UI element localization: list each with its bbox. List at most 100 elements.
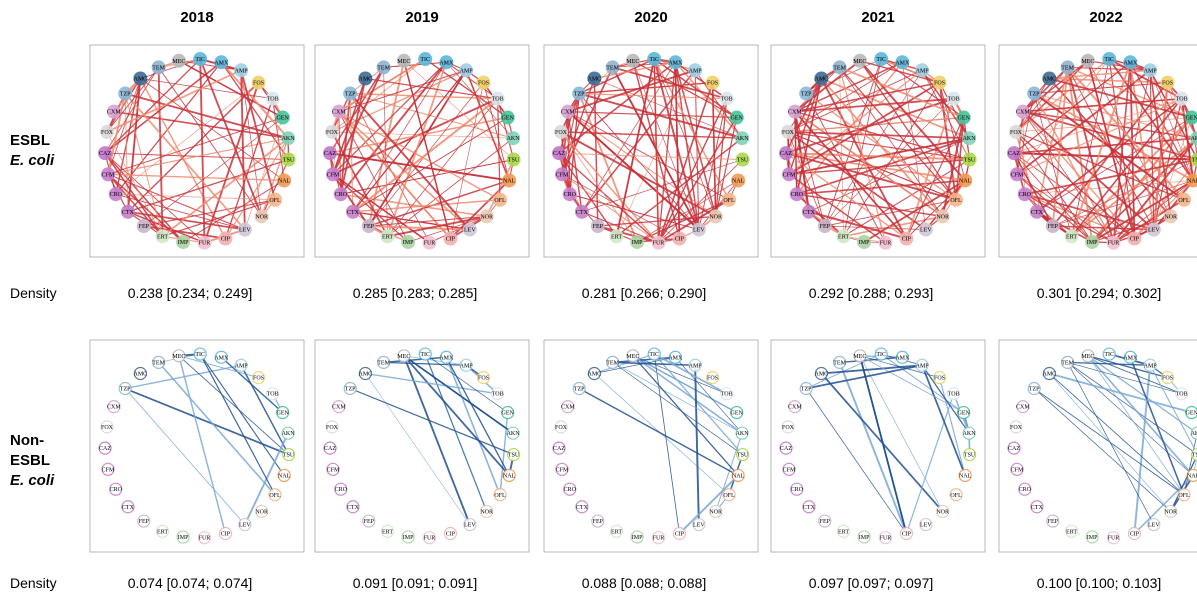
year-label: 2021 xyxy=(861,9,894,26)
node: FUR xyxy=(878,235,893,250)
node: AKN xyxy=(1190,131,1197,146)
node-label: NAL xyxy=(278,473,291,479)
node-circle xyxy=(572,381,586,396)
edge xyxy=(1013,61,1131,154)
panel-frame xyxy=(998,44,1197,258)
node: OFL xyxy=(268,192,283,207)
node-label: TOB xyxy=(721,97,733,103)
node: CXM xyxy=(332,400,346,414)
row-label: E. coli xyxy=(10,152,55,169)
node: CRO xyxy=(563,482,577,496)
edge xyxy=(561,67,614,175)
node: TOB xyxy=(947,387,961,401)
node-circle xyxy=(325,124,340,139)
node-label: FUR xyxy=(1108,536,1120,542)
node: LEV xyxy=(462,222,477,237)
edge xyxy=(158,361,276,496)
node-circle xyxy=(439,55,454,70)
edge xyxy=(332,173,409,243)
edge xyxy=(787,78,822,133)
node-label: TEM xyxy=(833,65,846,71)
node-label: TSU xyxy=(964,158,976,164)
node-circle xyxy=(155,524,170,538)
node-circle xyxy=(120,204,135,219)
node-circle xyxy=(476,75,491,90)
edge xyxy=(387,215,487,238)
node: AMP xyxy=(234,358,248,372)
node-circle xyxy=(552,146,567,161)
node-circle xyxy=(626,349,640,363)
node-label: IMP xyxy=(403,240,414,246)
node-circle xyxy=(731,468,745,483)
node: LEV xyxy=(692,517,706,532)
node: NAL xyxy=(958,173,973,188)
node: FOX xyxy=(781,420,795,434)
edge xyxy=(240,364,290,455)
node: NAL xyxy=(731,468,745,483)
node-circle xyxy=(554,167,569,182)
edge xyxy=(403,355,510,477)
node-circle xyxy=(915,63,930,78)
node-circle xyxy=(1042,71,1057,86)
edge xyxy=(425,353,508,413)
panel-frame xyxy=(770,44,986,258)
node-label: CTX xyxy=(803,210,816,216)
node-label: TOB xyxy=(721,392,733,398)
node-label: AKN xyxy=(507,431,521,437)
node-label: TZP xyxy=(120,387,131,393)
node: FOX xyxy=(325,124,340,139)
node-label: FOX xyxy=(782,425,795,431)
edge xyxy=(124,93,164,237)
edge xyxy=(107,137,289,175)
node-circle xyxy=(234,358,248,372)
edge xyxy=(657,62,676,243)
node: TOB xyxy=(720,387,734,401)
node-label: GEN xyxy=(731,116,744,122)
edge xyxy=(578,387,739,477)
edge xyxy=(678,474,739,535)
node-label: GEN xyxy=(502,411,515,417)
node-circle xyxy=(705,75,720,90)
node: AMC xyxy=(1043,366,1056,381)
node-circle xyxy=(1029,204,1044,219)
node-circle xyxy=(1064,229,1079,244)
node: TEM xyxy=(1061,355,1075,369)
edge xyxy=(905,393,955,534)
edge xyxy=(615,58,656,237)
edge xyxy=(824,70,923,227)
row-label: ESBL xyxy=(10,452,50,469)
node-label: TOB xyxy=(492,97,504,103)
node-circle xyxy=(672,526,687,541)
node: MEC xyxy=(172,349,186,363)
edge xyxy=(567,111,737,119)
edge xyxy=(339,61,448,195)
density-label: Density xyxy=(10,285,57,301)
node-label: NOR xyxy=(936,509,949,515)
node: ERT xyxy=(155,229,170,244)
node: CIP xyxy=(443,231,458,246)
edge xyxy=(1049,372,1192,414)
node-circle xyxy=(1127,231,1142,246)
edge xyxy=(124,93,129,212)
node: AMP xyxy=(459,358,473,372)
node: NAL xyxy=(1186,468,1197,483)
edge xyxy=(653,353,728,395)
node: CTX xyxy=(575,500,589,514)
node-circle xyxy=(1007,146,1022,161)
node: TZP xyxy=(799,86,814,101)
edge xyxy=(1034,82,1168,95)
panel-frame xyxy=(89,339,305,553)
node-label: MEC xyxy=(1081,59,1094,65)
node: AMC xyxy=(359,366,372,381)
node-label: AMX xyxy=(1123,355,1138,361)
network-panel: TIC AMX AMP FOS TOB GEN AKN TSU NAL OFL NOR LEV CIP F… xyxy=(543,339,759,553)
node-circle xyxy=(1102,52,1117,67)
node-label: FOX xyxy=(1010,130,1023,136)
node-label: CAZ xyxy=(553,151,565,157)
node-circle xyxy=(1016,400,1030,414)
node: CIP xyxy=(899,231,914,246)
edge xyxy=(115,193,276,201)
edge xyxy=(787,131,826,227)
node: FOX xyxy=(100,420,114,434)
node-circle xyxy=(814,71,829,86)
